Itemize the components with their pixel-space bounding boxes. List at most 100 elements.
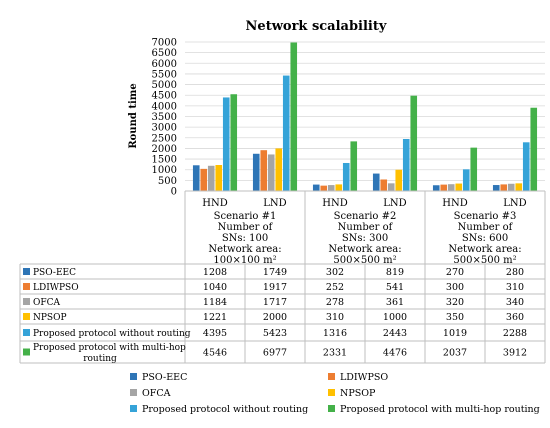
bar — [507, 183, 515, 191]
bar — [455, 183, 463, 191]
bar — [320, 185, 328, 191]
y-tick-label: 6500 — [152, 48, 177, 59]
table-value: 4476 — [383, 348, 407, 359]
chart-title: Network scalability — [246, 19, 387, 34]
legend-label: Proposed protocol without routing — [142, 404, 308, 415]
bar — [470, 147, 478, 191]
table-value: 541 — [386, 282, 404, 293]
group-label: SNs: 100 — [222, 233, 268, 244]
group-label: Network area: — [328, 244, 401, 255]
y-tick-label: 5500 — [152, 69, 177, 80]
table-value: 1221 — [203, 312, 227, 323]
category-label: LND — [383, 198, 406, 209]
group-label: 100×100 m² — [213, 255, 276, 266]
group-label: Scenario #3 — [454, 211, 517, 222]
bar — [395, 169, 403, 191]
y-tick-label: 4000 — [152, 101, 177, 112]
bar — [492, 185, 500, 191]
y-tick-label: 1500 — [152, 155, 177, 166]
table-value: 320 — [446, 297, 464, 308]
bar — [410, 95, 418, 191]
table-value: 280 — [506, 267, 524, 278]
table-value: 310 — [506, 282, 524, 293]
legend-label: OFCA — [142, 388, 171, 399]
bar — [462, 169, 470, 191]
table-value: 2288 — [503, 328, 527, 339]
bar — [387, 183, 395, 191]
group-label: Network area: — [448, 244, 521, 255]
bar — [522, 142, 530, 191]
table-value: 310 — [326, 312, 344, 323]
group-label: Number of — [218, 222, 274, 233]
table-value: 819 — [386, 267, 404, 278]
bar — [432, 185, 440, 191]
group-label: 500×500 m² — [453, 255, 516, 266]
table-value: 2037 — [443, 348, 467, 359]
table-value: 1040 — [203, 282, 227, 293]
group-label: Network area: — [208, 244, 281, 255]
bar — [200, 168, 208, 191]
bar — [402, 138, 410, 191]
bar — [230, 94, 238, 191]
legend-swatch — [328, 389, 335, 396]
legend-swatch — [130, 405, 137, 412]
y-tick-label: 0 — [171, 187, 177, 198]
bar — [342, 162, 350, 191]
bar — [222, 97, 230, 191]
legend-label: NPSOP — [340, 388, 376, 399]
group-label: Number of — [458, 222, 514, 233]
bar — [350, 141, 358, 191]
bar — [530, 107, 538, 191]
y-tick-label: 500 — [158, 176, 177, 187]
bar — [252, 153, 260, 191]
bar — [515, 183, 523, 191]
bars — [192, 42, 538, 192]
table-value: 350 — [446, 312, 464, 323]
bar — [267, 154, 275, 191]
series-key — [23, 348, 30, 356]
table-value: 1717 — [263, 297, 287, 308]
bar — [500, 184, 508, 191]
legend-swatch — [328, 373, 335, 380]
table-value: 2443 — [383, 328, 407, 339]
bar — [260, 150, 268, 191]
table-value: 278 — [326, 297, 344, 308]
series-row-label: PSO-EEC — [33, 268, 76, 278]
table-value: 3912 — [503, 348, 527, 359]
y-tick-label: 4500 — [152, 91, 177, 102]
table-value: 1019 — [443, 328, 467, 339]
bar — [372, 173, 380, 191]
category-label: HND — [442, 198, 468, 209]
table-value: 270 — [446, 267, 464, 278]
bar — [282, 75, 290, 191]
table-value: 4395 — [203, 328, 227, 339]
table-value: 302 — [326, 267, 344, 278]
table-value: 360 — [506, 312, 524, 323]
table-value: 2000 — [263, 312, 287, 323]
table-value: 252 — [326, 282, 344, 293]
series-row-label: Proposed protocol without routing — [33, 329, 191, 339]
group-label: Number of — [338, 222, 394, 233]
y-tick-label: 2000 — [152, 144, 177, 155]
category-label: LND — [263, 198, 286, 209]
y-tick-label: 1000 — [152, 165, 177, 176]
legend-label: LDIWPSO — [340, 372, 388, 383]
group-label: SNs: 600 — [462, 233, 508, 244]
legend-swatch — [328, 405, 335, 412]
y-tick-label: 3000 — [152, 123, 177, 134]
series-key — [23, 313, 30, 320]
legend-label: PSO-EEC — [142, 372, 187, 383]
series-key — [23, 329, 30, 336]
group-label: 500×500 m² — [333, 255, 396, 266]
series-row-label: Proposed protocol with multi-hop — [33, 343, 186, 353]
table-value: 2331 — [323, 348, 347, 359]
category-label: HND — [322, 198, 348, 209]
legend-swatch — [130, 389, 137, 396]
table-value: 361 — [386, 297, 404, 308]
table-value: 1316 — [323, 328, 347, 339]
legend-label: Proposed protocol with multi-hop routing — [340, 404, 540, 415]
table-value: 340 — [506, 297, 524, 308]
bar — [335, 184, 343, 191]
series-key — [23, 298, 30, 305]
